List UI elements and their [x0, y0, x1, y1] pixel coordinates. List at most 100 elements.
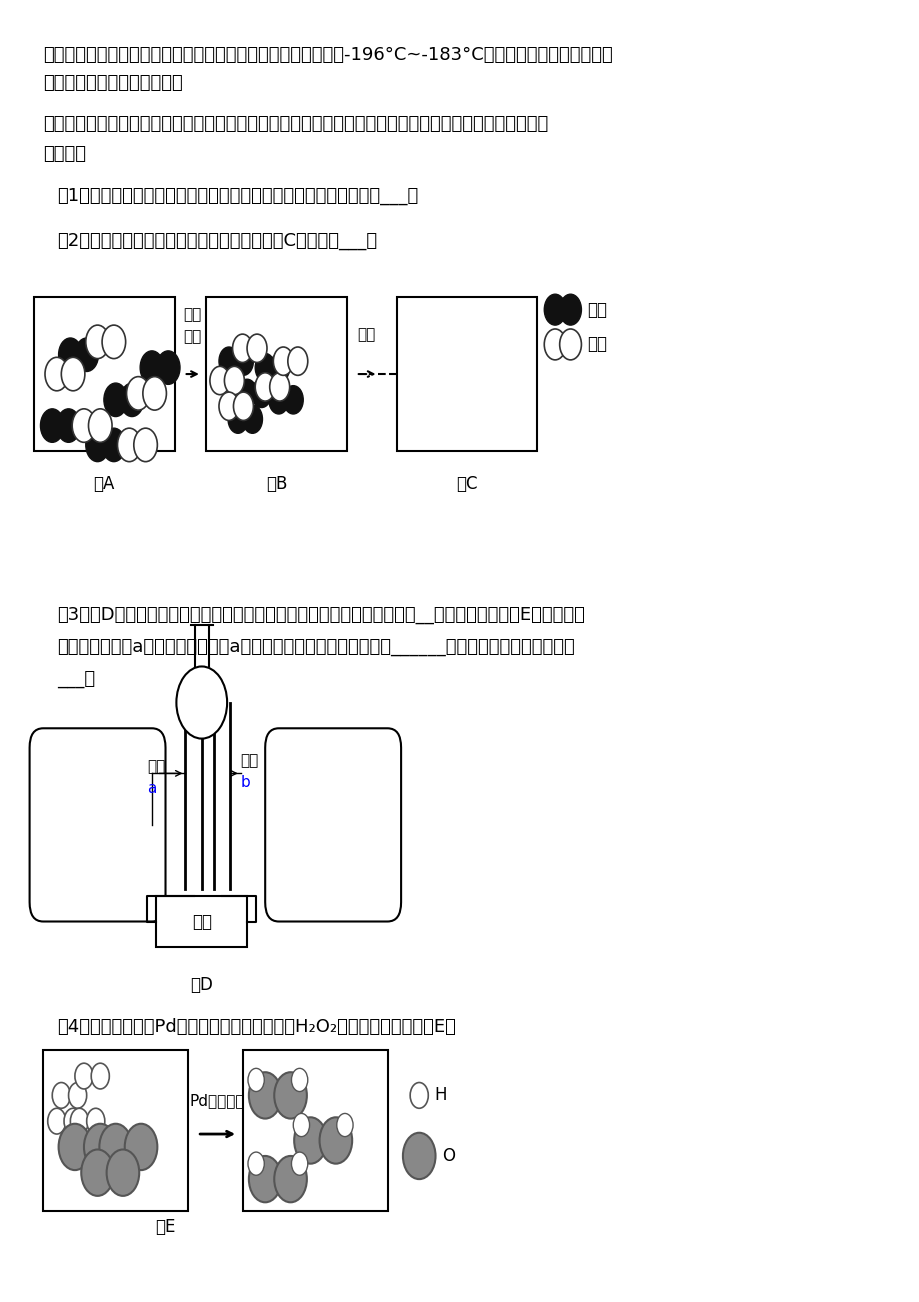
FancyBboxPatch shape	[29, 728, 165, 922]
Text: 活塞: 活塞	[241, 753, 258, 768]
FancyBboxPatch shape	[265, 728, 401, 922]
Circle shape	[410, 1082, 428, 1108]
Circle shape	[99, 1124, 131, 1170]
Bar	[243, 1051, 387, 1211]
Circle shape	[268, 385, 289, 414]
Bar	[43, 1051, 188, 1211]
Circle shape	[224, 366, 244, 395]
Circle shape	[293, 1113, 310, 1137]
Text: 方法一：在低温、加压条件下，将空气液化。然后将温度升高至-196°C~-183°C之间，使液态氮气先蒸发，: 方法一：在低温、加压条件下，将空气液化。然后将温度升高至-196°C~-183°…	[43, 46, 612, 64]
Circle shape	[283, 385, 303, 414]
Circle shape	[319, 1117, 352, 1164]
Text: H: H	[434, 1086, 447, 1104]
Circle shape	[48, 1108, 66, 1134]
Circle shape	[288, 348, 308, 375]
Circle shape	[85, 326, 109, 358]
Bar	[396, 297, 537, 452]
Circle shape	[233, 348, 253, 375]
Circle shape	[269, 353, 289, 381]
Circle shape	[237, 379, 256, 408]
Text: 束后，打开活塞a用燃着的木条点燃a中的气体，出现的实验现象是：______，该现象的化学方程式是：: 束后，打开活塞a用燃着的木条点燃a中的气体，出现的实验现象是：______，该现…	[57, 638, 573, 656]
Text: 加压: 加压	[184, 307, 201, 323]
Text: 升温: 升温	[357, 327, 375, 342]
Circle shape	[544, 329, 565, 359]
Circle shape	[233, 392, 253, 421]
Circle shape	[125, 1124, 157, 1170]
Circle shape	[255, 353, 275, 381]
Circle shape	[233, 335, 252, 362]
Circle shape	[274, 1073, 307, 1118]
Circle shape	[210, 366, 230, 395]
Circle shape	[291, 1152, 308, 1176]
Text: 图B: 图B	[266, 474, 287, 492]
Circle shape	[102, 326, 126, 358]
Circle shape	[57, 409, 80, 443]
Bar	[156, 896, 247, 948]
Circle shape	[248, 1069, 264, 1091]
Circle shape	[142, 376, 166, 410]
Circle shape	[64, 1108, 82, 1134]
Circle shape	[127, 376, 150, 410]
Text: （2）分离液态空气的微观示意图如下，请把图C补充完整___。: （2）分离液态空气的微观示意图如下，请把图C补充完整___。	[57, 232, 377, 250]
Circle shape	[249, 1073, 281, 1118]
Text: ___。: ___。	[57, 671, 95, 689]
Circle shape	[85, 428, 109, 462]
Circle shape	[91, 1064, 109, 1088]
Circle shape	[45, 357, 69, 391]
Circle shape	[59, 339, 82, 371]
Text: 剩余液态氧气储存于钢瓶里。: 剩余液态氧气储存于钢瓶里。	[43, 74, 183, 92]
Circle shape	[219, 392, 239, 421]
Circle shape	[336, 1113, 353, 1137]
Circle shape	[249, 1156, 281, 1202]
Circle shape	[273, 348, 293, 375]
Text: O: O	[441, 1147, 454, 1165]
Circle shape	[176, 667, 227, 738]
Circle shape	[74, 339, 98, 371]
Text: b: b	[241, 775, 250, 790]
Circle shape	[243, 405, 262, 434]
Text: 电源: 电源	[191, 913, 211, 931]
Text: 图A: 图A	[94, 474, 115, 492]
Circle shape	[72, 409, 96, 443]
Bar	[206, 297, 346, 452]
Circle shape	[81, 1150, 114, 1195]
Circle shape	[104, 383, 128, 417]
Text: 氮气: 氮气	[586, 336, 607, 353]
Circle shape	[294, 1117, 326, 1164]
Circle shape	[156, 350, 180, 384]
Circle shape	[228, 405, 248, 434]
Circle shape	[86, 1108, 105, 1134]
Circle shape	[559, 294, 581, 326]
Circle shape	[70, 1108, 88, 1134]
Circle shape	[133, 428, 157, 462]
Circle shape	[140, 350, 164, 384]
Bar	[34, 297, 175, 452]
Text: 钢瓶里。: 钢瓶里。	[43, 145, 86, 163]
Circle shape	[107, 1150, 139, 1195]
Text: 活塞: 活塞	[147, 759, 165, 775]
Circle shape	[102, 428, 126, 462]
Circle shape	[248, 1152, 264, 1176]
Text: （3）图D为方法二的实验室装置，请在对应的位置画出产物的微观示意图__（原子模型参照图E）。反应结: （3）图D为方法二的实验室装置，请在对应的位置画出产物的微观示意图__（原子模型…	[57, 605, 584, 624]
Circle shape	[219, 348, 239, 375]
Circle shape	[59, 1124, 91, 1170]
Circle shape	[120, 383, 143, 417]
Text: （1）从微观的角度分析，在方法一空气液化过程中，主要改变的是___。: （1）从微观的角度分析，在方法一空气液化过程中，主要改变的是___。	[57, 187, 417, 206]
Circle shape	[291, 1069, 308, 1091]
Circle shape	[40, 409, 64, 443]
Text: 图C: 图C	[456, 474, 477, 492]
Circle shape	[559, 329, 581, 359]
Circle shape	[62, 357, 85, 391]
Circle shape	[118, 428, 141, 462]
Text: 方法二：利用电解水的方法制取氧气，将得到的氧气干燥。在低温，加压条件下，使之转化为液态，储存于: 方法二：利用电解水的方法制取氧气，将得到的氧气干燥。在低温，加压条件下，使之转化…	[43, 115, 548, 133]
Circle shape	[403, 1133, 435, 1180]
Circle shape	[544, 294, 565, 326]
Text: a: a	[147, 781, 156, 797]
Text: （4）氢气和氧气在Pd基催化剂表面可反应生成H₂O₂，其微观示意图如图E：: （4）氢气和氧气在Pd基催化剂表面可反应生成H₂O₂，其微观示意图如图E：	[57, 1018, 455, 1036]
Circle shape	[247, 335, 267, 362]
Circle shape	[69, 1082, 86, 1108]
Text: Pd基催化剂: Pd基催化剂	[189, 1094, 244, 1108]
Circle shape	[255, 372, 275, 401]
Circle shape	[84, 1124, 117, 1170]
Circle shape	[88, 409, 112, 443]
